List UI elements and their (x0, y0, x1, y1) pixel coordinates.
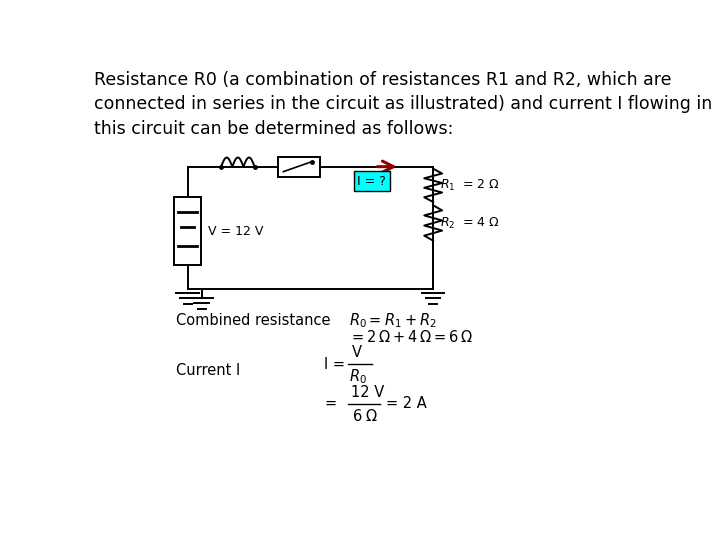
Text: I =: I = (324, 357, 346, 372)
Text: V = 12 V: V = 12 V (208, 225, 263, 238)
Bar (174, 197, 201, 266)
Text: $R_0 = R_1 + R_2$: $R_0 = R_1 + R_2$ (349, 311, 437, 330)
Text: Current I: Current I (176, 363, 240, 378)
Text: I = ?: I = ? (357, 175, 386, 188)
Text: = 2 A: = 2 A (386, 396, 426, 411)
Text: 12 V: 12 V (351, 384, 384, 400)
Bar (279, 157, 320, 177)
Text: Combined resistance: Combined resistance (176, 313, 331, 328)
Text: Resistance R0 (a combination of resistances R1 and R2, which are
connected in se: Resistance R0 (a combination of resistan… (94, 71, 713, 138)
Text: 6 $\Omega$: 6 $\Omega$ (352, 408, 379, 424)
Text: V: V (352, 345, 362, 360)
Text: $= 2\,\Omega + 4\,\Omega = 6\,\Omega$: $= 2\,\Omega + 4\,\Omega = 6\,\Omega$ (349, 329, 473, 345)
Text: $R_0$: $R_0$ (349, 367, 367, 386)
Text: $R_1$  = 2 Ω: $R_1$ = 2 Ω (440, 178, 500, 193)
Text: $R_2$  = 4 Ω: $R_2$ = 4 Ω (440, 215, 500, 231)
Text: =: = (324, 396, 336, 411)
